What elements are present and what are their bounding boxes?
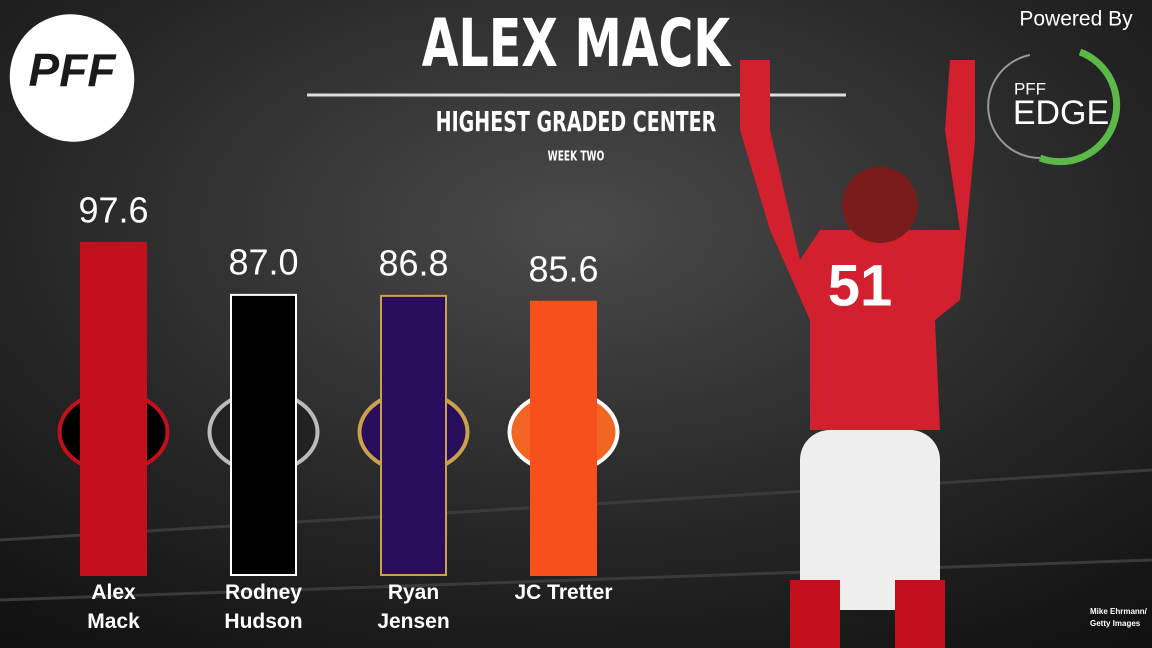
player-photo: 51 [740, 60, 975, 648]
chart-subtitle: HIGHEST GRADED CENTER [436, 105, 717, 138]
edge-ring-grey [987, 54, 1041, 159]
bar [380, 294, 447, 576]
bar [530, 300, 597, 576]
value-label: 86.8 [378, 242, 448, 283]
pff-ball [9, 14, 135, 142]
category-label: JC Tretter [514, 581, 613, 604]
edge-bottom: EDGE [1013, 94, 1109, 132]
value-label: 97.6 [78, 189, 148, 230]
value-label: 85.6 [528, 248, 598, 289]
photo-credit: Mike Ehrmann/ Getty Images [1090, 607, 1147, 628]
edge-ring [1038, 48, 1121, 166]
jersey-number: 51 [828, 253, 893, 318]
bar [80, 241, 147, 576]
category-label: Alex Mack [87, 581, 140, 633]
pff-logo: PFF [29, 44, 118, 96]
category-label: Ryan Jensen [377, 581, 450, 633]
chart-title: ALEX MACK [422, 5, 732, 82]
bar [230, 293, 297, 576]
edge-top: PFF [1014, 79, 1046, 98]
value-label: 87.0 [228, 241, 298, 282]
powered-by: Powered By [1019, 8, 1133, 31]
period: WEEK TWO [548, 149, 605, 164]
category-label: Rodney Hudson [224, 581, 303, 633]
